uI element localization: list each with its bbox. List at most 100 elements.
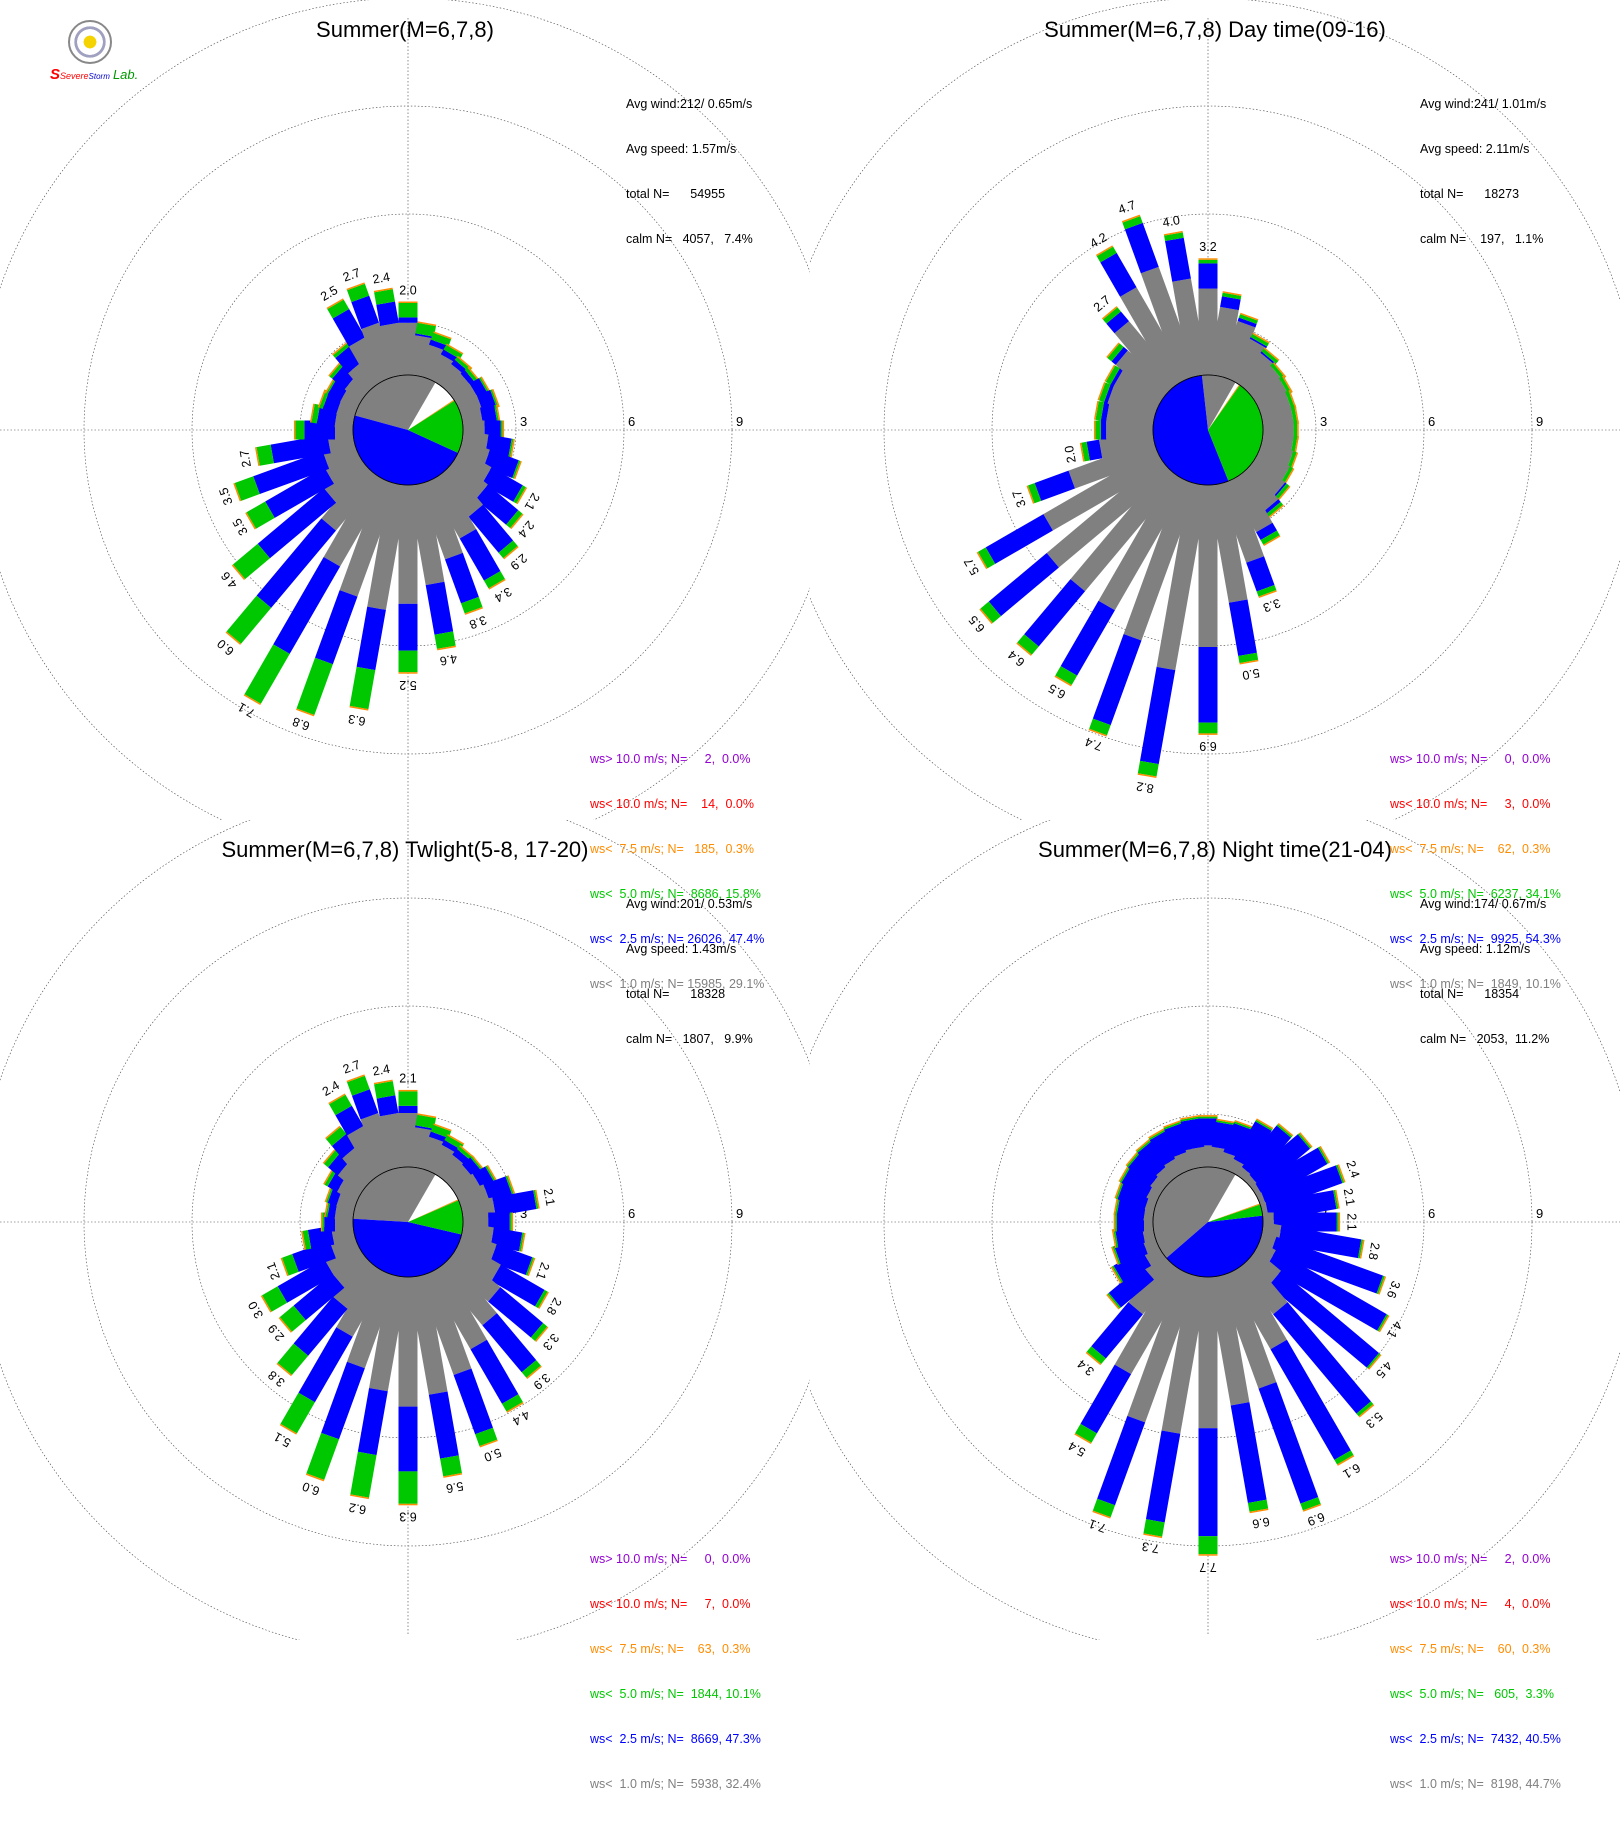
bar-cap	[1272, 362, 1287, 378]
bar-segment	[339, 478, 399, 597]
bar-cap	[1104, 364, 1116, 382]
bar-cap	[516, 487, 528, 505]
bar-segment	[398, 603, 418, 651]
ring-label: 9	[1536, 1206, 1543, 1221]
bar-value-label: 4.0	[1161, 213, 1181, 230]
bar-segment	[1198, 1536, 1218, 1555]
bar-segment	[302, 1230, 312, 1250]
hub-outline	[352, 374, 464, 486]
bar-value-label: 5.0	[482, 1445, 503, 1464]
bar-segment	[1112, 1246, 1121, 1265]
bar-cap	[1026, 485, 1035, 504]
bar-segment	[1046, 458, 1172, 568]
bar-segment	[295, 420, 305, 440]
bar-value-label: 6.1	[1341, 1460, 1363, 1481]
bar-segment	[311, 403, 321, 424]
bar-cap	[1118, 1164, 1130, 1183]
bar-cap	[467, 366, 481, 383]
bar-value-label: 3.3	[1261, 596, 1282, 615]
direction-bar-30	[1227, 332, 1270, 388]
bar-segment	[1216, 1120, 1236, 1126]
legend-entry-ws-lt-2.5: ws< 2.5 m/s; N= 9925, 54.3%	[1390, 932, 1561, 946]
bar-segment	[525, 1257, 534, 1276]
direction-bar-300	[1104, 364, 1166, 411]
calm-pie-hub	[1152, 374, 1264, 486]
bar-value-label: 4.6	[439, 651, 459, 668]
bar-segment	[1075, 1423, 1097, 1443]
bar-cap	[1222, 291, 1242, 296]
bar-cap	[1368, 1354, 1382, 1370]
bar-value-label: 4.6	[218, 569, 240, 591]
direction-bar-230	[231, 458, 372, 581]
speed-legend: ws> 10.0 m/s; N= 2, 0.0% ws< 10.0 m/s; N…	[590, 722, 764, 1022]
ring-label: 6	[628, 1206, 635, 1221]
calm-pie-hub	[352, 374, 464, 486]
bar-cap	[1113, 1196, 1119, 1216]
bar-segment	[436, 1154, 467, 1186]
bar-value-label: 2.9	[265, 1321, 287, 1343]
bar-cap	[305, 1473, 325, 1482]
bar-value-label: 2.7	[341, 1057, 362, 1076]
direction-bar-320	[1101, 306, 1180, 394]
bar-cap	[1302, 1503, 1322, 1512]
bar-segment	[347, 1270, 399, 1369]
bar-segment	[351, 1089, 379, 1120]
bar-segment	[349, 666, 376, 710]
direction-bar-210	[279, 1264, 389, 1435]
bar-cap	[350, 1494, 370, 1500]
bar-value-label: 4.2	[1088, 230, 1110, 251]
bar-segment	[483, 571, 505, 589]
bar-segment	[1317, 1146, 1329, 1165]
bar-segment	[427, 1144, 459, 1180]
bar-cap	[332, 342, 348, 356]
bar-cap	[1106, 342, 1120, 358]
bar-cap	[328, 1093, 346, 1105]
bar-cap	[1163, 230, 1183, 236]
bar-cap	[510, 513, 524, 530]
bar-segment	[1128, 1152, 1163, 1186]
bar-cap	[513, 460, 522, 480]
bar-value-label: 5.2	[399, 678, 416, 692]
bar-segment	[1256, 522, 1278, 541]
bar-segment	[398, 1105, 418, 1113]
bar-segment	[1247, 1499, 1269, 1512]
bar-segment	[292, 1240, 336, 1272]
avg-speed: Avg speed: 1.57m/s	[626, 142, 737, 156]
pie-slice	[1153, 375, 1229, 485]
bar-value-label: 2.4	[320, 1078, 342, 1099]
bar-cap	[480, 376, 492, 394]
bar-segment	[977, 547, 996, 569]
bar-cap	[443, 1473, 463, 1478]
bar-segment	[1198, 259, 1218, 264]
windrose-chart-twilight: 3 6 9 2.1 2.1 2.1 2.8 3.3 3.9 4.4 5.0 5.6 6.3 6.2 6.0 5…	[0, 820, 810, 1640]
direction-bar-190	[1137, 482, 1208, 779]
bar-cap	[433, 1123, 452, 1132]
bar-cap	[507, 1175, 516, 1194]
bar-segment	[1140, 666, 1176, 765]
bar-value-label: 2.4	[515, 518, 537, 540]
bar-segment	[1278, 376, 1292, 395]
bar-segment	[1276, 1124, 1293, 1138]
bar-cap	[317, 389, 326, 408]
bar-segment	[1227, 1264, 1287, 1350]
bar-value-label: 2.5	[318, 283, 340, 304]
chart-title: Summer(M=6,7,8)	[316, 17, 494, 42]
bar-segment	[398, 1406, 418, 1472]
bar-segment	[1233, 1121, 1253, 1130]
bar-segment	[1148, 1129, 1167, 1141]
bar-segment	[1233, 1121, 1272, 1169]
bar-cap	[1256, 1118, 1274, 1130]
bar-cap	[1216, 1118, 1236, 1124]
bar-segment	[1278, 1225, 1362, 1259]
bar-cap	[1263, 347, 1280, 361]
bar-segment	[319, 389, 330, 410]
bar-segment	[369, 1274, 408, 1392]
bar-value-label: 2.4	[371, 1062, 391, 1079]
bar-segment	[321, 466, 380, 531]
bar-cap	[1299, 1132, 1313, 1148]
stats-block: Avg wind:201/ 0.53m/s Avg speed: 1.43m/s…	[626, 867, 753, 1077]
direction-bar-350	[1180, 1115, 1208, 1170]
bar-cap	[1334, 1189, 1340, 1209]
bar-cap	[398, 672, 418, 674]
bar-cap	[320, 1212, 323, 1232]
